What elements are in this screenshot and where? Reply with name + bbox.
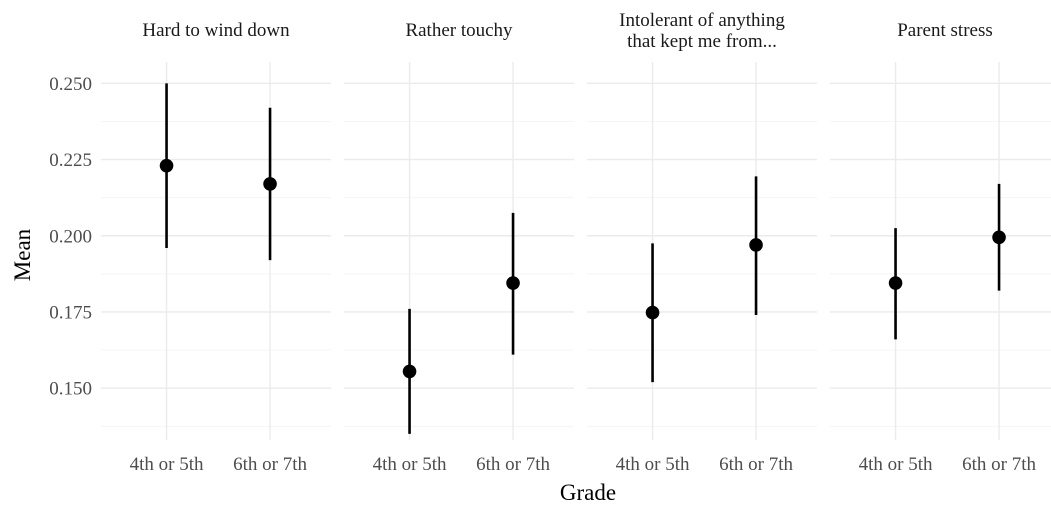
facet-panel: Rather touchy 4th or 5th 6th or 7th (344, 20, 574, 475)
panel-background (101, 62, 331, 440)
panel-background (830, 62, 1051, 440)
facet-panel: Parent stress 4th or 5th 6th or 7th (830, 20, 1051, 475)
facet-title: Hard to wind down (142, 20, 290, 41)
mean-point (992, 230, 1006, 245)
facet-title: that kept me from... (627, 31, 777, 52)
y-tick-label: 0.175 (49, 302, 92, 323)
panel-background (587, 62, 817, 440)
x-tick-label: 6th or 7th (719, 454, 793, 475)
x-tick-label: 6th or 7th (962, 454, 1036, 475)
y-tick-label: 0.200 (49, 226, 92, 247)
mean-point (402, 364, 417, 379)
facet-title: Parent stress (897, 20, 993, 41)
mean-point (888, 276, 903, 290)
mean-point (749, 238, 763, 252)
x-tick-label: 4th or 5th (130, 454, 204, 475)
mean-point (645, 305, 660, 320)
x-tick-label: 4th or 5th (373, 454, 447, 475)
mean-point (506, 276, 520, 290)
x-tick-label: 6th or 7th (233, 454, 307, 475)
facet-title: Rather touchy (405, 20, 513, 41)
x-tick-label: 4th or 5th (859, 454, 933, 475)
x-tick-label: 6th or 7th (476, 454, 550, 475)
panel-background (344, 62, 574, 440)
mean-point (159, 158, 174, 173)
facet-panel: Hard to wind down 4th or 5th 6th or 7th (101, 20, 331, 475)
facet-title: Intolerant of anything (619, 10, 785, 31)
x-tick-label: 4th or 5th (616, 454, 690, 475)
y-axis: 0.150 0.175 0.200 0.225 0.250 (49, 74, 92, 400)
x-axis-title: Grade (560, 480, 616, 505)
y-tick-label: 0.225 (49, 150, 92, 171)
y-axis-title: Mean (10, 228, 35, 281)
y-tick-label: 0.150 (49, 379, 92, 400)
y-tick-label: 0.250 (49, 74, 92, 95)
mean-point (263, 177, 277, 191)
